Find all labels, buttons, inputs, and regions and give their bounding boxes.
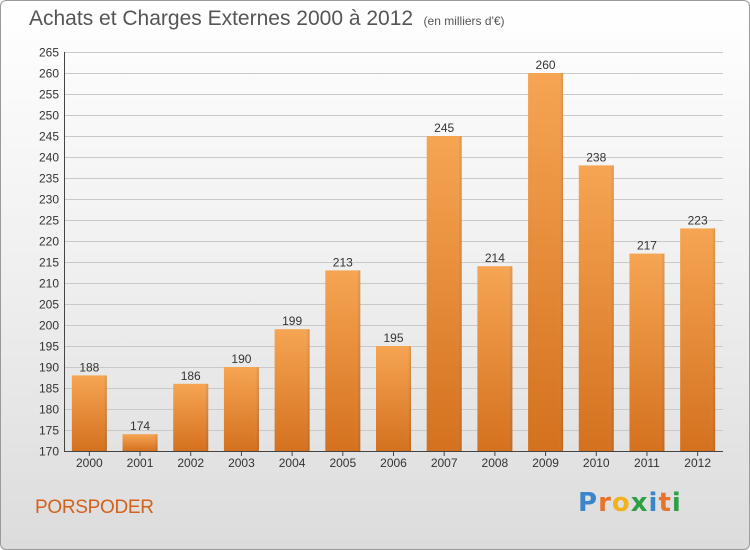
bar-value-label: 238 xyxy=(586,150,606,164)
logo-letter: o xyxy=(611,488,631,518)
x-tick-label: 2003 xyxy=(228,456,255,470)
bar-value-label: 214 xyxy=(485,251,505,265)
y-tick-label: 255 xyxy=(39,88,59,102)
bar-shade xyxy=(477,266,513,451)
bar-value-label: 190 xyxy=(231,352,251,366)
y-tick-label: 250 xyxy=(39,109,59,123)
x-tick-label: 2001 xyxy=(127,456,154,470)
logo-letter: r xyxy=(598,488,612,518)
bar-shade xyxy=(629,253,665,451)
y-tick-label: 195 xyxy=(39,340,59,354)
y-tick-label: 240 xyxy=(39,151,59,165)
bar-value-label: 188 xyxy=(79,360,99,374)
y-tick-label: 170 xyxy=(39,445,59,459)
y-tick-label: 190 xyxy=(39,361,59,375)
x-tick-label: 2009 xyxy=(532,456,559,470)
y-tick-label: 245 xyxy=(39,130,59,144)
bar-shade xyxy=(223,367,259,451)
x-tick-label: 2010 xyxy=(583,456,610,470)
bar-shade xyxy=(274,329,310,451)
bar-value-label: 223 xyxy=(688,213,708,227)
logo-letter: i xyxy=(648,488,659,518)
place-name: PORSPODER xyxy=(35,497,154,518)
y-tick-label: 185 xyxy=(39,382,59,396)
x-tick-label: 2011 xyxy=(634,456,660,470)
logo-letter: i xyxy=(671,488,682,518)
y-tick-label: 260 xyxy=(39,67,59,81)
bar-shade xyxy=(325,270,361,451)
logo-letter: P xyxy=(578,488,599,518)
x-tick-label: 2004 xyxy=(279,456,306,470)
bar-value-label: 186 xyxy=(181,369,201,383)
chart-title-block: Achats et Charges Externes 2000 à 2012 (… xyxy=(29,7,505,31)
x-tick-label: 2006 xyxy=(380,456,407,470)
chart-title: Achats et Charges Externes 2000 à 2012 xyxy=(29,7,414,30)
y-tick-label: 225 xyxy=(39,214,59,228)
x-tick-label: 2012 xyxy=(684,456,711,470)
y-tick-label: 210 xyxy=(39,277,59,291)
x-tick-label: 2000 xyxy=(76,456,103,470)
bar-value-label: 260 xyxy=(536,58,556,72)
x-tick-label: 2002 xyxy=(177,456,204,470)
axis-layer: 170 175 180 185 190 195 200 205 210 215 220 225 230 2… xyxy=(39,46,723,470)
x-tick-label: 2005 xyxy=(329,456,356,470)
bar-shade xyxy=(71,375,107,451)
bar-value-label: 213 xyxy=(333,255,353,269)
bar-shade xyxy=(528,73,564,451)
bar-value-label: 245 xyxy=(434,121,454,135)
bar-value-label: 174 xyxy=(130,419,150,433)
bar-shade xyxy=(426,136,462,451)
proxiti-logo: Proxiti xyxy=(578,488,682,518)
logo-letter: x xyxy=(630,488,649,518)
x-tick-label: 2008 xyxy=(482,456,509,470)
y-tick-label: 230 xyxy=(39,193,59,207)
y-tick-label: 265 xyxy=(39,46,59,60)
bar-shade xyxy=(376,346,411,451)
y-tick-label: 220 xyxy=(39,235,59,249)
x-tick-label: 2007 xyxy=(431,456,458,470)
bar-shade xyxy=(122,434,158,451)
y-tick-label: 215 xyxy=(39,256,59,270)
y-tick-label: 235 xyxy=(39,172,59,186)
y-tick-label: 205 xyxy=(39,298,59,312)
bars-layer xyxy=(71,73,716,451)
logo-letter: t xyxy=(658,488,672,518)
labels-layer: 188 174 186 190 199 213 195 245 214 260 238 217 223 xyxy=(79,58,708,433)
bar-shade xyxy=(578,165,614,451)
chart-unit-note: (en milliers d'€) xyxy=(423,14,505,28)
bar-value-label: 195 xyxy=(383,331,403,345)
bar-value-label: 199 xyxy=(282,314,302,328)
y-tick-label: 200 xyxy=(39,319,59,333)
bar-value-label: 217 xyxy=(637,239,657,253)
y-tick-label: 175 xyxy=(39,424,59,438)
bar-shade xyxy=(173,383,209,451)
y-tick-label: 180 xyxy=(39,403,59,417)
bar-shade xyxy=(680,228,716,451)
